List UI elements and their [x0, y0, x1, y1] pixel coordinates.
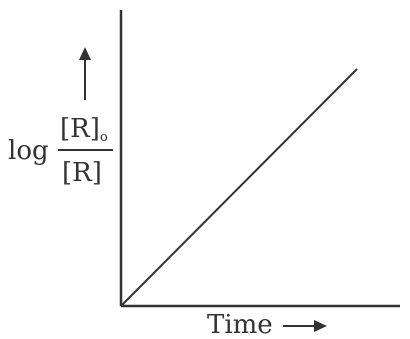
y-axis-label-up-arrow-head-icon [79, 47, 91, 60]
y-axis-label-numerator-subscript: o [100, 130, 108, 145]
x-axis-label-text: Time [207, 310, 273, 339]
x-axis-label: Time [207, 310, 327, 339]
series-group [120, 68, 358, 307]
y-axis-label-prefix: log [8, 136, 49, 166]
y-axis-label-denominator: [R] [62, 158, 102, 188]
x-axis-label-right-arrow-head-icon [314, 320, 327, 332]
y-axis-label: log [R] o [R] [8, 47, 113, 188]
series-line-0 [120, 68, 358, 307]
y-axis-label-numerator: [R] [60, 114, 100, 144]
